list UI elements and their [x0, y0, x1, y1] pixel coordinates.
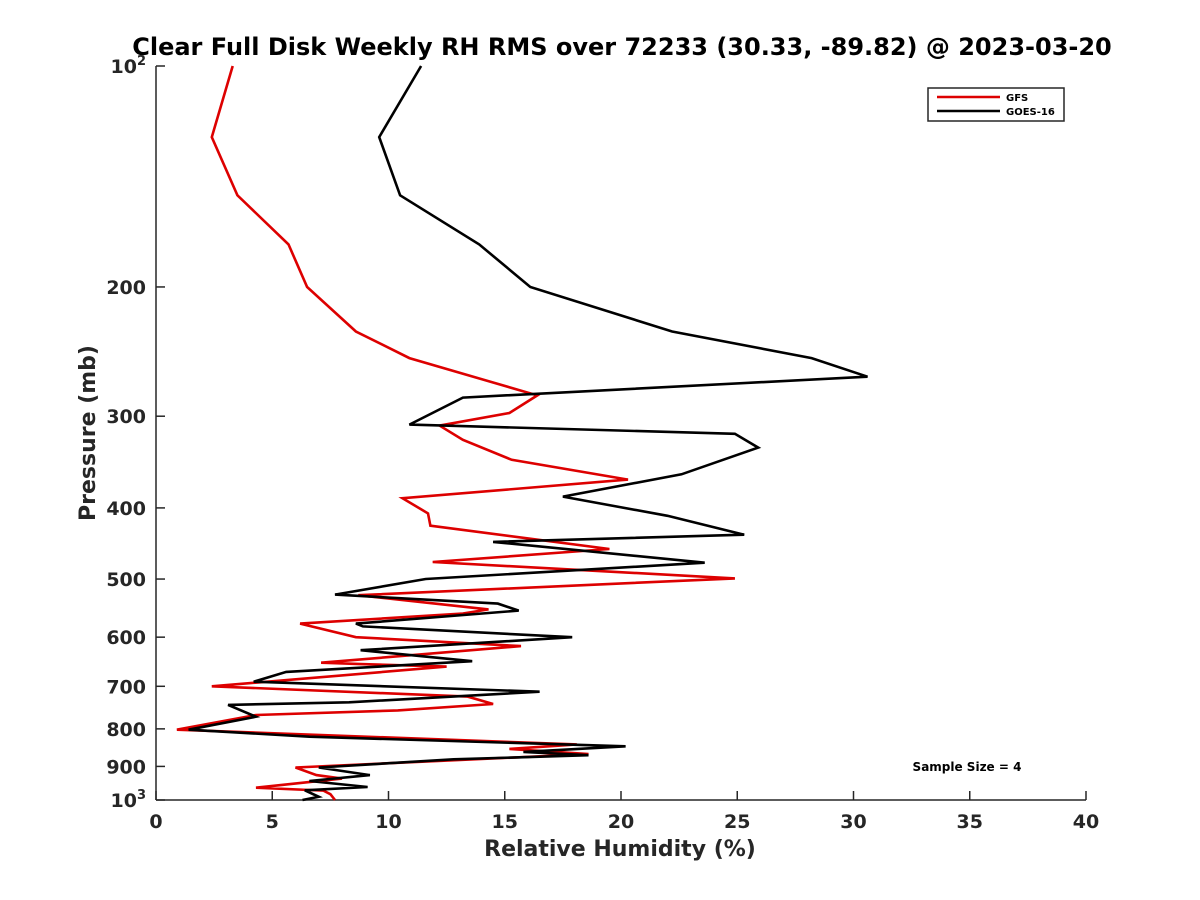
legend-label-gfs: GFS	[1006, 93, 1028, 104]
y-tick-label: 300	[106, 406, 146, 428]
y-tick-label: 600	[106, 627, 146, 649]
sample-size-annotation: Sample Size = 4	[913, 760, 1022, 774]
x-tick-label: 40	[1073, 811, 1099, 833]
legend: GFS GOES-16	[927, 87, 1065, 122]
x-tick-label: 35	[957, 811, 983, 833]
x-tick-label: 25	[724, 811, 750, 833]
x-tick-label: 5	[266, 811, 279, 833]
y-tick-label: 103	[111, 788, 147, 812]
y-tick-label: 900	[106, 756, 146, 778]
y-tick-label: 102	[111, 54, 147, 78]
legend-box	[927, 87, 1065, 122]
y-tick-label: 800	[106, 719, 146, 741]
series-lines	[176, 65, 868, 802]
y-axis-label: Pressure (mb)	[76, 345, 101, 521]
y-tick-label: 700	[106, 676, 146, 698]
x-axis-label: Relative Humidity (%)	[484, 837, 756, 862]
x-tick-label: 10	[375, 811, 401, 833]
legend-label-goes-16: GOES-16	[1006, 107, 1055, 118]
x-tick-label: 0	[149, 811, 162, 833]
x-tick-label: 20	[608, 811, 634, 833]
y-tick-label: 400	[106, 498, 146, 520]
chart-title: Clear Full Disk Weekly RH RMS over 72233…	[132, 33, 1112, 61]
y-tick-label: 500	[106, 569, 146, 591]
x-tick-label: 15	[492, 811, 518, 833]
x-tick-label: 30	[840, 811, 866, 833]
series-line-goes-16	[188, 65, 868, 802]
axis-ticks: 0 5 10 15 20 25 30 35 40 102 200 300 400 500 600 700 800…	[106, 54, 1099, 833]
y-tick-label: 200	[106, 277, 146, 299]
